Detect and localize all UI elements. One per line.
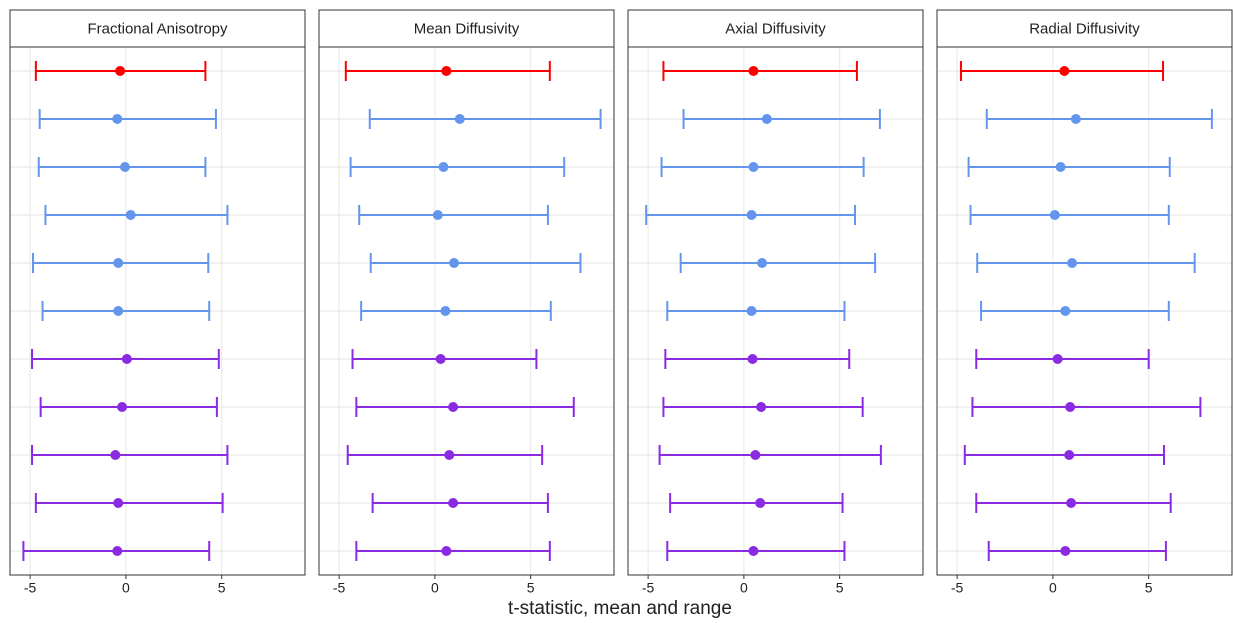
mean-point [115,66,126,76]
mean-point [113,498,124,508]
x-tick-label: -5 [642,580,655,596]
mean-point [761,114,772,124]
mean-point [1070,114,1081,124]
mean-point [1055,162,1066,172]
panel-title: Fractional Anisotropy [87,20,228,37]
mean-point [438,162,449,172]
x-tick-label: 5 [1145,580,1153,596]
mean-point [755,498,766,508]
mean-point [750,450,761,460]
mean-point [113,306,124,316]
mean-point [748,66,759,76]
x-tick-label: -5 [951,580,964,596]
mean-point [1060,306,1071,316]
panel-title: Radial Diffusivity [1029,20,1140,37]
mean-point [746,306,757,316]
mean-point [441,66,452,76]
x-tick-label: 5 [527,580,535,596]
mean-point [1060,546,1071,556]
mean-point [748,546,759,556]
mean-point [117,402,128,412]
x-axis-title: t-statistic, mean and range [508,598,732,619]
x-tick-label: 5 [836,580,844,596]
mean-point [748,162,759,172]
panel-border [9,46,306,576]
panel-border [936,46,1233,576]
mean-point [1052,354,1063,364]
mean-point [449,258,460,268]
mean-point [444,450,455,460]
mean-point [440,306,451,316]
x-tick-label: 0 [122,580,130,596]
mean-point [1067,258,1078,268]
mean-point [435,354,446,364]
mean-point [448,402,459,412]
mean-point [125,210,136,220]
mean-point [747,354,758,364]
mean-point [112,546,123,556]
mean-point [1065,402,1076,412]
mean-point [112,114,123,124]
mean-point [110,450,121,460]
strip [9,9,306,48]
mean-point [448,498,459,508]
mean-point [756,402,767,412]
x-tick-label: 0 [431,580,439,596]
mean-point [1059,66,1070,76]
x-tick-label: 5 [218,580,226,596]
panel-border [627,46,924,576]
mean-point [441,546,452,556]
mean-point [757,258,768,268]
x-tick-label: 0 [1049,580,1057,596]
strip [627,9,924,48]
mean-point [1049,210,1060,220]
mean-point [746,210,757,220]
x-tick-label: 0 [740,580,748,596]
panel-title: Axial Diffusivity [725,20,826,37]
mean-point [1064,450,1075,460]
mean-point [1066,498,1077,508]
mean-point [454,114,465,124]
mean-point [432,210,443,220]
x-tick-label: -5 [333,580,346,596]
x-tick-label: -5 [24,580,37,596]
panel-title: Mean Diffusivity [414,20,520,37]
mean-point [121,354,132,364]
mean-point [119,162,130,172]
strip [318,9,615,48]
panel-border [318,46,615,576]
mean-point [113,258,124,268]
